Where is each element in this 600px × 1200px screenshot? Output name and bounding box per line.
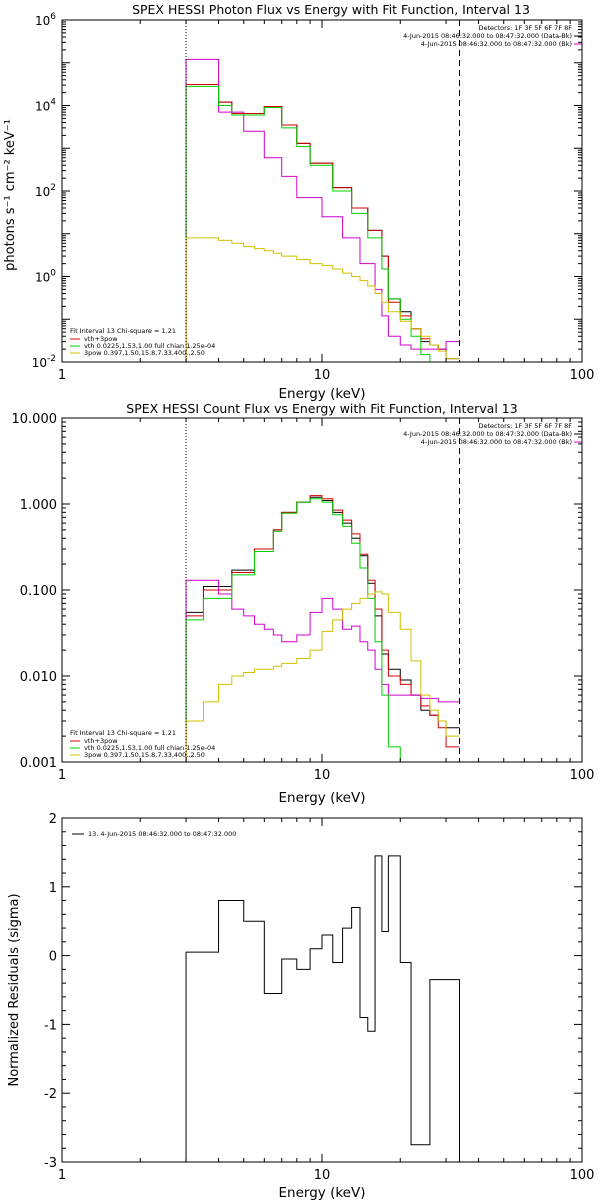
count-flux-y-tick-label: 0.010	[20, 670, 57, 685]
photon-flux-panel: SPEX HESSI Photon Flux vs Energy with Fi…	[3, 2, 594, 402]
count-flux-legend-bk: 4-Jun-2015 08:46:32.000 to 08:47:32.000 …	[421, 438, 572, 446]
photon-flux-y-tick-label: 102	[35, 183, 56, 199]
residuals-x-tick-label: 100	[570, 1168, 595, 1183]
count-flux-plot-area	[185, 495, 460, 762]
count-flux-legend-data-bk: 4-Jun-2015 08:46:32.000 to 08:47:32.000 …	[403, 430, 572, 438]
count-flux-series-vth-3pow	[185, 495, 460, 762]
count-flux-panel: SPEX HESSI Count Flux vs Energy with Fit…	[12, 401, 595, 806]
residuals-x-tick-label: 1	[58, 1168, 66, 1183]
residuals-legend-label: 13. 4-Jun-2015 08:46:32.000 to 08:47:32.…	[88, 830, 236, 838]
photon-flux-legend-3pow: 3pow 0.397,1.50,15.8,7.33,400.,2.50	[84, 349, 205, 357]
residuals-y-tick-label: 0	[49, 950, 57, 965]
count-flux-series-3pow	[185, 591, 460, 762]
residuals-frame	[61, 817, 583, 1163]
count-flux-y-tick-label: 10.000	[12, 412, 58, 427]
photon-flux-legend-detectors: Detectors: 1F 3F 5F 6F 7F 8F	[478, 24, 572, 32]
residuals-x-tick-label: 10	[314, 1168, 331, 1183]
residuals-legend: 13. 4-Jun-2015 08:46:32.000 to 08:47:32.…	[72, 830, 236, 838]
photon-flux-legend-fit-interval: Fit Interval 13 Chi-square = 1.21	[70, 327, 176, 335]
count-flux-x-tick-label: 100	[570, 768, 595, 783]
residuals-plot-area	[185, 855, 461, 1162]
residuals-series-13	[185, 855, 461, 1162]
residuals-xlabel: Energy (keV)	[279, 1185, 366, 1200]
residuals-panel: Normalized Residuals (sigma) Energy (keV…	[7, 812, 594, 1200]
count-flux-legend-top-right: Detectors: 1F 3F 5F 6F 7F 8F 4-Jun-2015 …	[403, 422, 582, 446]
count-flux-x-tick-label: 10	[314, 768, 331, 783]
count-flux-series-bk	[185, 579, 460, 762]
photon-flux-x-tick-label: 100	[570, 368, 595, 383]
residuals-y-tick-label: 1	[49, 881, 57, 896]
photon-flux-legend-bottom-left: Fit Interval 13 Chi-square = 1.21 vth+3p…	[70, 327, 215, 357]
count-flux-x-tick-label: 1	[58, 768, 66, 783]
count-flux-legend-vth3pow: vth+3pow	[84, 737, 118, 745]
photon-flux-legend-top-right: Detectors: 1F 3F 5F 6F 7F 8F 4-Jun-2015 …	[403, 24, 582, 48]
count-flux-xlabel: Energy (keV)	[279, 790, 366, 806]
photon-flux-plot-area	[185, 58, 460, 362]
count-flux-y-tick-label: 0.100	[20, 584, 57, 599]
photon-flux-frame	[61, 19, 583, 363]
residuals-y-tick-label: -1	[44, 1018, 57, 1033]
residuals-y-tick-label: 2	[49, 812, 57, 827]
count-flux-legend-fit-interval: Fit Interval 13 Chi-square = 1.21	[70, 729, 176, 737]
count-flux-legend-detectors: Detectors: 1F 3F 5F 6F 7F 8F	[478, 422, 572, 430]
photon-flux-y-tick-label: 100	[35, 269, 56, 285]
photon-flux-x-tick-label: 10	[314, 368, 331, 383]
photon-flux-series-bk	[185, 58, 460, 362]
count-flux-legend-bottom-left: Fit Interval 13 Chi-square = 1.21 vth+3p…	[70, 729, 215, 759]
count-flux-legend-vth: vth 0.0225,1.53,1.00 full chian 1.25e-04	[84, 744, 215, 752]
residuals-y-tick-label: -2	[44, 1087, 57, 1102]
count-flux-title: SPEX HESSI Count Flux vs Energy with Fit…	[126, 401, 517, 416]
count-flux-frame	[61, 417, 583, 763]
count-flux-series-vth	[185, 498, 401, 762]
photon-flux-legend-bk: 4-Jun-2015 08:46:32.000 to 08:47:32.000 …	[421, 40, 572, 48]
photon-flux-legend-data-bk: 4-Jun-2015 08:46:32.000 to 08:47:32.000 …	[403, 32, 572, 40]
photon-flux-y-tick-label: 106	[35, 12, 56, 28]
photon-flux-series-3pow	[185, 237, 460, 362]
photon-flux-ylabel: photons s⁻¹ cm⁻² keV⁻¹	[3, 119, 18, 271]
count-flux-legend-3pow: 3pow 0.397,1.50,15.8,7.33,400.,2.50	[84, 751, 205, 759]
photon-flux-series-vth	[185, 85, 460, 362]
residuals-y-tick-label: -3	[44, 1156, 57, 1171]
photon-flux-y-tick-label: 104	[35, 98, 56, 114]
count-flux-y-tick-label: 1.000	[20, 498, 57, 513]
photon-flux-y-tick-label: 10-2	[32, 354, 56, 370]
photon-flux-x-tick-label: 1	[58, 368, 66, 383]
count-flux-y-tick-label: 0.001	[20, 756, 57, 771]
photon-flux-title: SPEX HESSI Photon Flux vs Energy with Fi…	[132, 2, 530, 17]
residuals-ylabel: Normalized Residuals (sigma)	[7, 893, 22, 1086]
photon-flux-xlabel: Energy (keV)	[279, 386, 366, 402]
count-flux-series-data-bk	[185, 496, 460, 762]
photon-flux-legend-vth: vth 0.0225,1.53,1.00 full chian 1.25e-04	[84, 342, 215, 350]
photon-flux-legend-vth3pow: vth+3pow	[84, 335, 118, 343]
